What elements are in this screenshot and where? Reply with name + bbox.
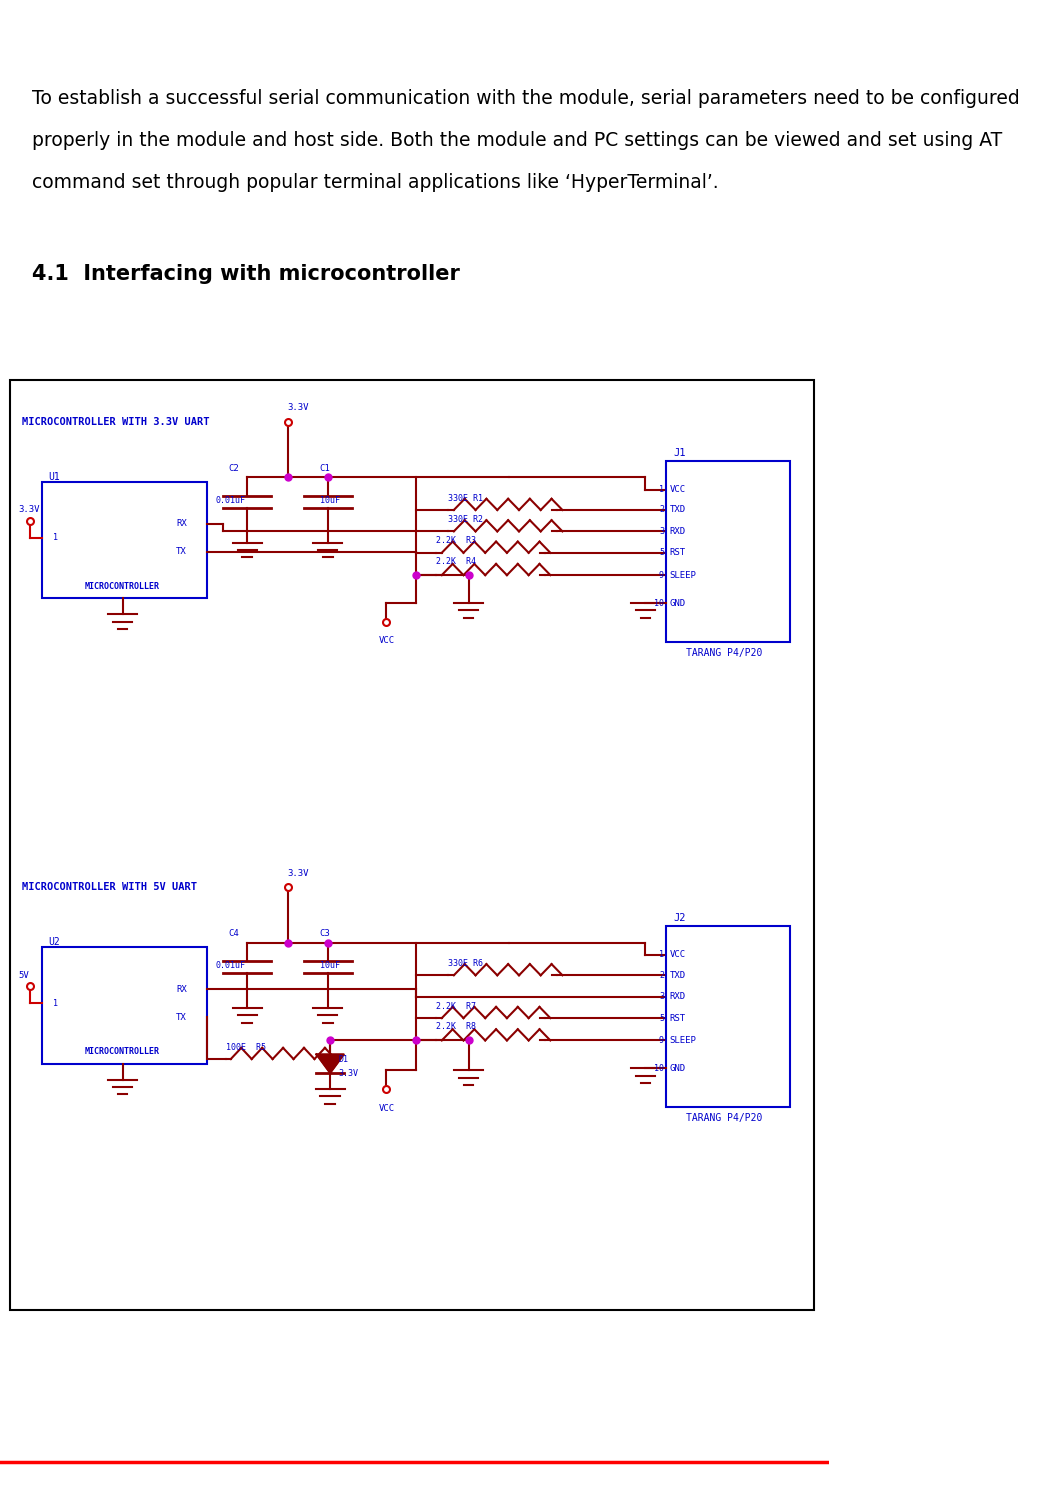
Text: 10: 10 xyxy=(654,599,664,608)
Text: 0.01uF: 0.01uF xyxy=(215,496,245,505)
Text: SLEEP: SLEEP xyxy=(669,1036,696,1045)
Text: GND: GND xyxy=(669,1063,686,1074)
Text: 3: 3 xyxy=(659,992,664,1001)
Text: TXD: TXD xyxy=(669,971,686,980)
Text: 10uF: 10uF xyxy=(320,962,339,971)
Text: 4.1  Interfacing with microcontroller: 4.1 Interfacing with microcontroller xyxy=(31,264,459,283)
Text: 2.2K  R7: 2.2K R7 xyxy=(436,1002,477,1011)
Text: 1: 1 xyxy=(659,485,664,494)
Text: J2: J2 xyxy=(674,913,686,923)
Text: properly in the module and host side. Both the module and PC settings can be vie: properly in the module and host side. Bo… xyxy=(31,131,1001,150)
Text: 3.3V: 3.3V xyxy=(287,404,309,412)
Text: 5: 5 xyxy=(659,1014,664,1023)
Text: 1: 1 xyxy=(53,533,57,542)
Text: 5V: 5V xyxy=(18,971,29,980)
Text: RST: RST xyxy=(669,548,686,557)
Text: MICROCONTROLLER WITH 5V UART: MICROCONTROLLER WITH 5V UART xyxy=(22,881,197,892)
Text: C1: C1 xyxy=(320,463,330,474)
Text: VCC: VCC xyxy=(378,636,395,645)
Text: 2.2K  R3: 2.2K R3 xyxy=(436,536,477,545)
Text: command set through popular terminal applications like ‘HyperTerminal’.: command set through popular terminal app… xyxy=(31,173,718,192)
Text: TX: TX xyxy=(176,548,187,557)
Text: GND: GND xyxy=(669,599,686,608)
Text: MICROCONTROLLER WITH 3.3V UART: MICROCONTROLLER WITH 3.3V UART xyxy=(22,417,209,426)
Text: RX: RX xyxy=(176,520,187,529)
Text: U1: U1 xyxy=(49,472,60,482)
Text: RXD: RXD xyxy=(669,992,686,1001)
Bar xyxy=(665,926,790,1108)
Bar xyxy=(42,947,207,1063)
Bar xyxy=(42,482,207,599)
Text: 1: 1 xyxy=(659,950,664,959)
Text: 3.3V: 3.3V xyxy=(18,505,40,515)
Polygon shape xyxy=(316,1054,344,1074)
Text: C4: C4 xyxy=(228,929,239,938)
Text: 2.2K  R4: 2.2K R4 xyxy=(436,557,477,566)
Text: 9: 9 xyxy=(659,1036,664,1045)
Text: 5: 5 xyxy=(659,548,664,557)
Text: VCC: VCC xyxy=(378,1103,395,1112)
Text: 10uF: 10uF xyxy=(320,496,339,505)
Text: TXD: TXD xyxy=(669,505,686,515)
Bar xyxy=(665,460,790,642)
Text: RXD: RXD xyxy=(669,527,686,536)
Text: 330E R2: 330E R2 xyxy=(449,515,483,524)
Text: 0.01uF: 0.01uF xyxy=(215,962,245,971)
FancyBboxPatch shape xyxy=(10,380,814,1310)
Text: U2: U2 xyxy=(49,938,60,947)
Text: TARANG P4/P20: TARANG P4/P20 xyxy=(686,648,762,658)
Text: MICROCONTROLLER: MICROCONTROLLER xyxy=(85,582,160,591)
Text: RX: RX xyxy=(176,984,187,993)
Text: TX: TX xyxy=(176,1013,187,1021)
Text: VCC: VCC xyxy=(669,485,686,494)
Text: 2: 2 xyxy=(659,971,664,980)
Text: 330E R1: 330E R1 xyxy=(449,493,483,503)
Text: 3: 3 xyxy=(659,527,664,536)
Text: To establish a successful serial communication with the module, serial parameter: To establish a successful serial communi… xyxy=(31,89,1019,109)
Text: TARANG P4/P20: TARANG P4/P20 xyxy=(686,1114,762,1123)
Text: 3.3V: 3.3V xyxy=(338,1069,358,1078)
Text: MICROCONTROLLER: MICROCONTROLLER xyxy=(85,1047,160,1056)
Text: 2: 2 xyxy=(659,505,664,515)
Text: 10: 10 xyxy=(654,1063,664,1074)
Text: C3: C3 xyxy=(320,929,330,938)
Text: 330E R6: 330E R6 xyxy=(449,959,483,968)
Text: 100E  R5: 100E R5 xyxy=(226,1042,265,1051)
Text: 9: 9 xyxy=(659,570,664,579)
Text: 1: 1 xyxy=(53,999,57,1008)
Text: VCC: VCC xyxy=(669,950,686,959)
Text: RST: RST xyxy=(669,1014,686,1023)
Text: J1: J1 xyxy=(674,448,686,459)
Text: D1: D1 xyxy=(338,1054,348,1063)
Text: SLEEP: SLEEP xyxy=(669,570,696,579)
Text: 2.2K  R8: 2.2K R8 xyxy=(436,1021,477,1030)
Text: C2: C2 xyxy=(228,463,239,474)
Text: 3.3V: 3.3V xyxy=(287,868,309,877)
